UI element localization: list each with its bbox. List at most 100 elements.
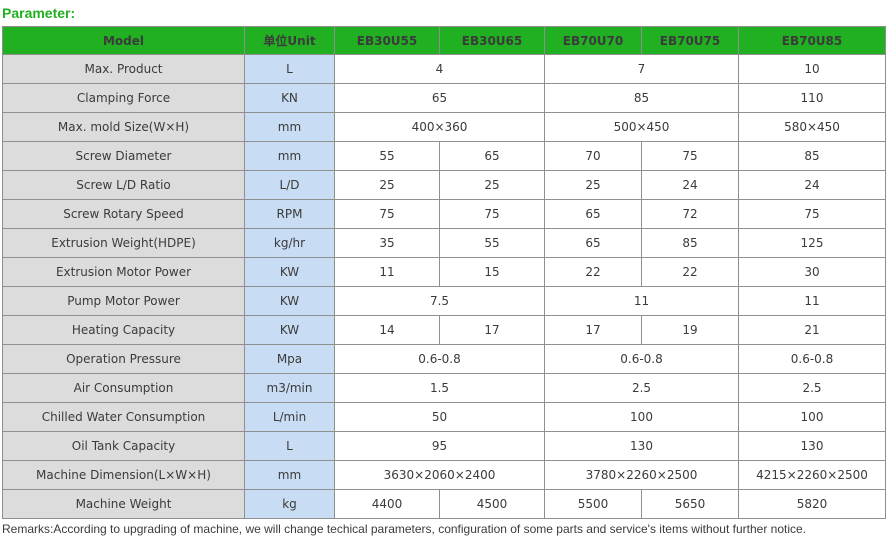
row-value: 130 <box>544 431 739 461</box>
row-label: Heating Capacity <box>2 315 245 345</box>
table-row: Screw Rotary Speed RPM 75 75 65 72 75 <box>2 199 886 229</box>
row-unit: KW <box>244 257 335 287</box>
row-value: 4215×2260×2500 <box>738 460 886 490</box>
table-row: Chilled Water Consumption L/min 50 100 100 <box>2 402 886 432</box>
row-unit: kg/hr <box>244 228 335 258</box>
row-value: 50 <box>334 402 545 432</box>
row-value: 110 <box>738 83 886 113</box>
row-unit: KW <box>244 286 335 316</box>
row-value: 75 <box>641 141 739 171</box>
row-label: Machine Weight <box>2 489 245 519</box>
table-body: Max. Product L 4 7 10 Clamping Force KN 65 85 110… <box>2 54 886 519</box>
row-value: 0.6-0.8 <box>738 344 886 374</box>
table-row: Clamping Force KN 65 85 110 <box>2 83 886 113</box>
row-value: 85 <box>738 141 886 171</box>
row-value: 0.6-0.8 <box>334 344 545 374</box>
row-label: Screw Rotary Speed <box>2 199 245 229</box>
row-label: Max. Product <box>2 54 245 84</box>
table-row: Max. mold Size(W×H) mm 400×360 500×450 580×4… <box>2 112 886 142</box>
table-row: Operation Pressure Mpa 0.6-0.8 0.6-0.8 0.6-0… <box>2 344 886 374</box>
header-model: Model <box>2 26 245 55</box>
row-value: 15 <box>439 257 545 287</box>
row-label: Max. mold Size(W×H) <box>2 112 245 142</box>
row-value: 25 <box>439 170 545 200</box>
row-label: Machine Dimension(L×W×H) <box>2 460 245 490</box>
row-value: 24 <box>641 170 739 200</box>
header-eb70u75: EB70U75 <box>641 26 739 55</box>
header-eb30u55: EB30U55 <box>334 26 440 55</box>
row-unit: kg <box>244 489 335 519</box>
row-value: 22 <box>544 257 642 287</box>
table-row: Machine Weight kg 4400 4500 5500 5650 5820 <box>2 489 886 519</box>
row-value: 25 <box>334 170 440 200</box>
header-eb70u70: EB70U70 <box>544 26 642 55</box>
table-row: Oil Tank Capacity L 95 130 130 <box>2 431 886 461</box>
row-value: 65 <box>544 199 642 229</box>
row-value: 14 <box>334 315 440 345</box>
row-value: 125 <box>738 228 886 258</box>
row-value: 0.6-0.8 <box>544 344 739 374</box>
row-unit: mm <box>244 112 335 142</box>
row-unit: m3/min <box>244 373 335 403</box>
row-value: 55 <box>334 141 440 171</box>
row-unit: L/min <box>244 402 335 432</box>
header-eb70u85: EB70U85 <box>738 26 886 55</box>
row-value: 4 <box>334 54 545 84</box>
row-label: Chilled Water Consumption <box>2 402 245 432</box>
row-value: 70 <box>544 141 642 171</box>
row-value: 1.5 <box>334 373 545 403</box>
table-row: Pump Motor Power KW 7.5 11 11 <box>2 286 886 316</box>
row-value: 3780×2260×2500 <box>544 460 739 490</box>
table-row: Screw L/D Ratio L/D 25 25 25 24 24 <box>2 170 886 200</box>
row-value: 100 <box>544 402 739 432</box>
row-unit: L <box>244 54 335 84</box>
row-value: 400×360 <box>334 112 545 142</box>
row-value: 19 <box>641 315 739 345</box>
row-value: 75 <box>334 199 440 229</box>
parameter-table: Model 单位Unit EB30U55 EB30U65 EB70U70 EB7… <box>2 26 886 519</box>
row-value: 65 <box>544 228 642 258</box>
table-row: Screw Diameter mm 55 65 70 75 85 <box>2 141 886 171</box>
row-value: 25 <box>544 170 642 200</box>
table-row: Heating Capacity KW 14 17 17 19 21 <box>2 315 886 345</box>
row-label: Clamping Force <box>2 83 245 113</box>
row-value: 7.5 <box>334 286 545 316</box>
row-value: 10 <box>738 54 886 84</box>
row-value: 2.5 <box>544 373 739 403</box>
table-row: Max. Product L 4 7 10 <box>2 54 886 84</box>
table-row: Machine Dimension(L×W×H) mm 3630×2060×2400… <box>2 460 886 490</box>
row-value: 7 <box>544 54 739 84</box>
row-value: 75 <box>738 199 886 229</box>
row-value: 2.5 <box>738 373 886 403</box>
row-unit: L/D <box>244 170 335 200</box>
row-unit: KW <box>244 315 335 345</box>
row-unit: RPM <box>244 199 335 229</box>
page-title: Parameter: <box>2 5 76 21</box>
row-value: 4500 <box>439 489 545 519</box>
row-unit: L <box>244 431 335 461</box>
row-value: 35 <box>334 228 440 258</box>
row-value: 3630×2060×2400 <box>334 460 545 490</box>
row-value: 95 <box>334 431 545 461</box>
row-value: 11 <box>544 286 739 316</box>
remarks-note: Remarks:According to upgrading of machin… <box>2 522 807 536</box>
row-label: Screw L/D Ratio <box>2 170 245 200</box>
table-row: Extrusion Motor Power KW 11 15 22 22 30 <box>2 257 886 287</box>
row-value: 5820 <box>738 489 886 519</box>
row-label: Oil Tank Capacity <box>2 431 245 461</box>
row-value: 130 <box>738 431 886 461</box>
table-row: Air Consumption m3/min 1.5 2.5 2.5 <box>2 373 886 403</box>
row-value: 500×450 <box>544 112 739 142</box>
row-value: 580×450 <box>738 112 886 142</box>
row-value: 21 <box>738 315 886 345</box>
row-value: 24 <box>738 170 886 200</box>
row-unit: mm <box>244 141 335 171</box>
header-unit: 单位Unit <box>244 26 335 55</box>
row-label: Air Consumption <box>2 373 245 403</box>
row-label: Operation Pressure <box>2 344 245 374</box>
row-value: 55 <box>439 228 545 258</box>
row-label: Pump Motor Power <box>2 286 245 316</box>
row-value: 22 <box>641 257 739 287</box>
row-value: 17 <box>544 315 642 345</box>
row-value: 75 <box>439 199 545 229</box>
